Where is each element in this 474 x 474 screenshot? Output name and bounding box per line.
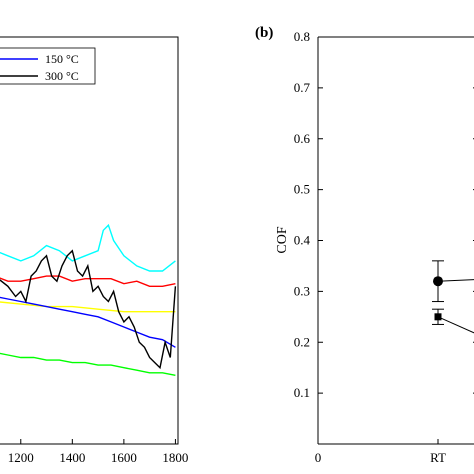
x-tick-label: RT: [430, 450, 446, 465]
series-line-4: [0, 296, 176, 348]
x-tick-label: 1600: [111, 450, 137, 465]
series-line-3: [0, 301, 176, 313]
y-tick-label: 0.3: [294, 283, 310, 298]
y-tick-label: 0.4: [294, 233, 311, 248]
plot-area-frame: [0, 36, 179, 445]
series-connector-1: [437, 279, 474, 282]
y-tick-label: 0.6: [294, 131, 311, 146]
y-axis-label: COF: [275, 226, 290, 253]
y-tick-label: 0.1: [294, 385, 310, 400]
chart-panel-b: (b) COF 0.10.20.30.40.50.60.70.8 0RT100: [255, 25, 474, 465]
panel-label-b: (b): [255, 25, 273, 41]
x-tick-label: 1200: [8, 450, 34, 465]
legend-label-300: 300 °C: [45, 69, 79, 83]
chart-panel-a: 1200 1400 1600 1800 150 °C 300 °C: [0, 36, 188, 465]
scatter-series: [432, 260, 474, 334]
data-point-circle: [433, 276, 443, 287]
series-line-1: [0, 223, 176, 272]
data-point-square: [434, 313, 442, 321]
y-axis-ticks: 0.1 0.2 0.3 0.4 0.5 0.6 0.7 0.8: [294, 29, 474, 445]
x-axis-ticks: 1200 1400 1600 1800: [8, 439, 188, 465]
y-tick-label: 0.7: [294, 80, 311, 95]
x-tick-label: 1400: [59, 450, 85, 465]
series-line-2: [0, 275, 176, 287]
y-tick-label: 0.2: [294, 334, 310, 349]
x-axis-ticks: 0RT100: [315, 439, 446, 465]
y-tick-label: 0.8: [294, 29, 310, 44]
y-tick-label: 0.5: [294, 182, 310, 197]
series-lines: [0, 223, 177, 376]
legend: 150 °C 300 °C: [0, 47, 96, 85]
x-tick-label: 0: [315, 450, 322, 465]
legend-box: [0, 47, 96, 85]
legend-label-150: 150 °C: [45, 52, 79, 66]
series-line-6: [0, 352, 176, 376]
series-line-5: [0, 249, 177, 370]
series-connector-2: [437, 316, 474, 334]
x-tick-label: 1800: [162, 450, 188, 465]
